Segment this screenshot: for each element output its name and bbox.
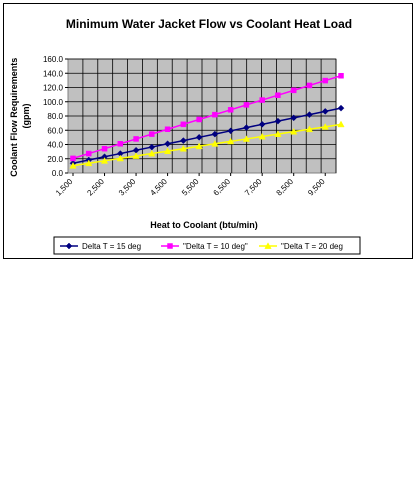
x-axis-ticks: 1,500 2,500 3,500 4,500 5,500 6,500 7,500 8,500… (54, 173, 327, 198)
series-2-point (212, 111, 218, 118)
series-1-point (274, 117, 282, 125)
series-2-point (196, 116, 202, 123)
gridlines (68, 58, 337, 173)
y-tick-label: 20.0 (47, 155, 63, 164)
legend-swatch-marker (65, 242, 73, 250)
series-3-point (132, 152, 140, 159)
legend-entry-1: Delta T = 15 deg (60, 242, 141, 251)
series-3-point (321, 123, 329, 130)
series-3-point (179, 144, 187, 152)
series-2-point (259, 97, 265, 103)
legend-box (53, 236, 361, 255)
x-tick-label: 7,500 (243, 177, 264, 198)
legend-label: "Delta T = 10 deg" (183, 242, 248, 251)
chart-svg: Minimum Water Jacket Flow vs Coolant Hea… (9, 17, 361, 255)
x-tick-label: 4,500 (148, 177, 169, 198)
series-3-point (242, 135, 251, 142)
series-2-point (149, 131, 155, 137)
series-1-point (164, 140, 171, 148)
y-axis-label: Coolant Flow Requirements (gpm) (9, 55, 31, 177)
y-tick-label: 0.0 (52, 169, 64, 178)
series-2-point (101, 145, 108, 152)
series-2-point (164, 126, 171, 133)
series-1-point (306, 111, 313, 118)
series-3-point (337, 120, 345, 128)
legend-swatch-marker (167, 243, 173, 249)
series-1-point (195, 133, 203, 141)
series-3-line (72, 123, 342, 167)
series-3-point (116, 154, 124, 162)
series-2-point (275, 92, 281, 98)
legend-label: "Delta T = 20 deg (281, 242, 343, 251)
series-2-point (306, 82, 313, 89)
series-2-point (338, 72, 344, 79)
x-tick-label: 6,500 (212, 177, 233, 198)
y-tick-label: 140.0 (43, 69, 64, 78)
series-1-point (243, 124, 250, 131)
series-2-point (243, 102, 250, 108)
y-tick-label: 120.0 (43, 84, 64, 93)
legend-label: Delta T = 15 deg (82, 242, 141, 251)
y-tick-label: 160.0 (43, 55, 64, 64)
series-1-point (227, 127, 235, 135)
legend-entry-3: "Delta T = 20 deg (259, 242, 343, 251)
series-2-point (86, 150, 92, 157)
x-tick-label: 2,500 (85, 177, 106, 198)
x-tick-label: 3,500 (117, 177, 138, 198)
series-1-point (290, 114, 298, 122)
series-1-point (211, 130, 219, 138)
series-3-point (227, 137, 235, 145)
series-3-point (85, 159, 93, 167)
series-2-point (70, 155, 76, 162)
chart-frame: Minimum Water Jacket Flow vs Coolant Hea… (3, 3, 413, 259)
series-3-point (290, 127, 298, 135)
series-2-point (117, 141, 124, 147)
series-3-point (195, 142, 203, 150)
x-tick-label: 9,500 (306, 177, 327, 198)
series-1-point (179, 137, 187, 144)
series-3-point (148, 149, 156, 157)
legend-entry-2: "Delta T = 10 deg" (161, 242, 248, 251)
series-3-point (163, 147, 172, 154)
series-3-point (258, 132, 266, 140)
series-3-point (305, 125, 314, 133)
y-tick-label: 100.0 (43, 98, 64, 107)
y-axis-label-line-1: Coolant Flow Requirements (9, 58, 19, 177)
series-2-point (133, 136, 139, 142)
x-tick-label: 5,500 (180, 177, 201, 198)
series-2-point (290, 87, 297, 94)
y-tick-label: 40.0 (47, 141, 63, 150)
series-2 (70, 72, 344, 162)
x-tick-label: 8,500 (275, 177, 296, 198)
series-1-point (321, 108, 329, 115)
legend: Delta T = 15 deg "Delta T = 10 deg" "Delta… (60, 242, 343, 251)
series-2-point (227, 107, 234, 113)
series-3-point (69, 162, 77, 169)
series-3-point (100, 157, 109, 164)
series-layer (69, 72, 345, 169)
series-3-point (211, 140, 219, 147)
series-1-point (258, 120, 266, 128)
y-tick-label: 80.0 (47, 112, 63, 121)
series-2-point (180, 121, 187, 128)
y-axis-label-line-2: (gpm) (21, 104, 31, 129)
chart-title: Minimum Water Jacket Flow vs Coolant Hea… (66, 17, 352, 31)
series-3 (69, 120, 345, 169)
series-3-point (274, 130, 282, 137)
series-2-point (322, 77, 328, 84)
series-1-point (337, 104, 345, 112)
legend-swatch-marker (264, 242, 272, 249)
x-tick-label: 1,500 (54, 177, 75, 198)
y-axis-ticks: 0.0 20.0 40.0 60.0 80.0 100.0 120.0 140.0 160.0 (43, 55, 68, 178)
x-axis-label: Heat to Coolant (btu/min) (150, 220, 258, 230)
y-tick-label: 60.0 (47, 126, 63, 135)
